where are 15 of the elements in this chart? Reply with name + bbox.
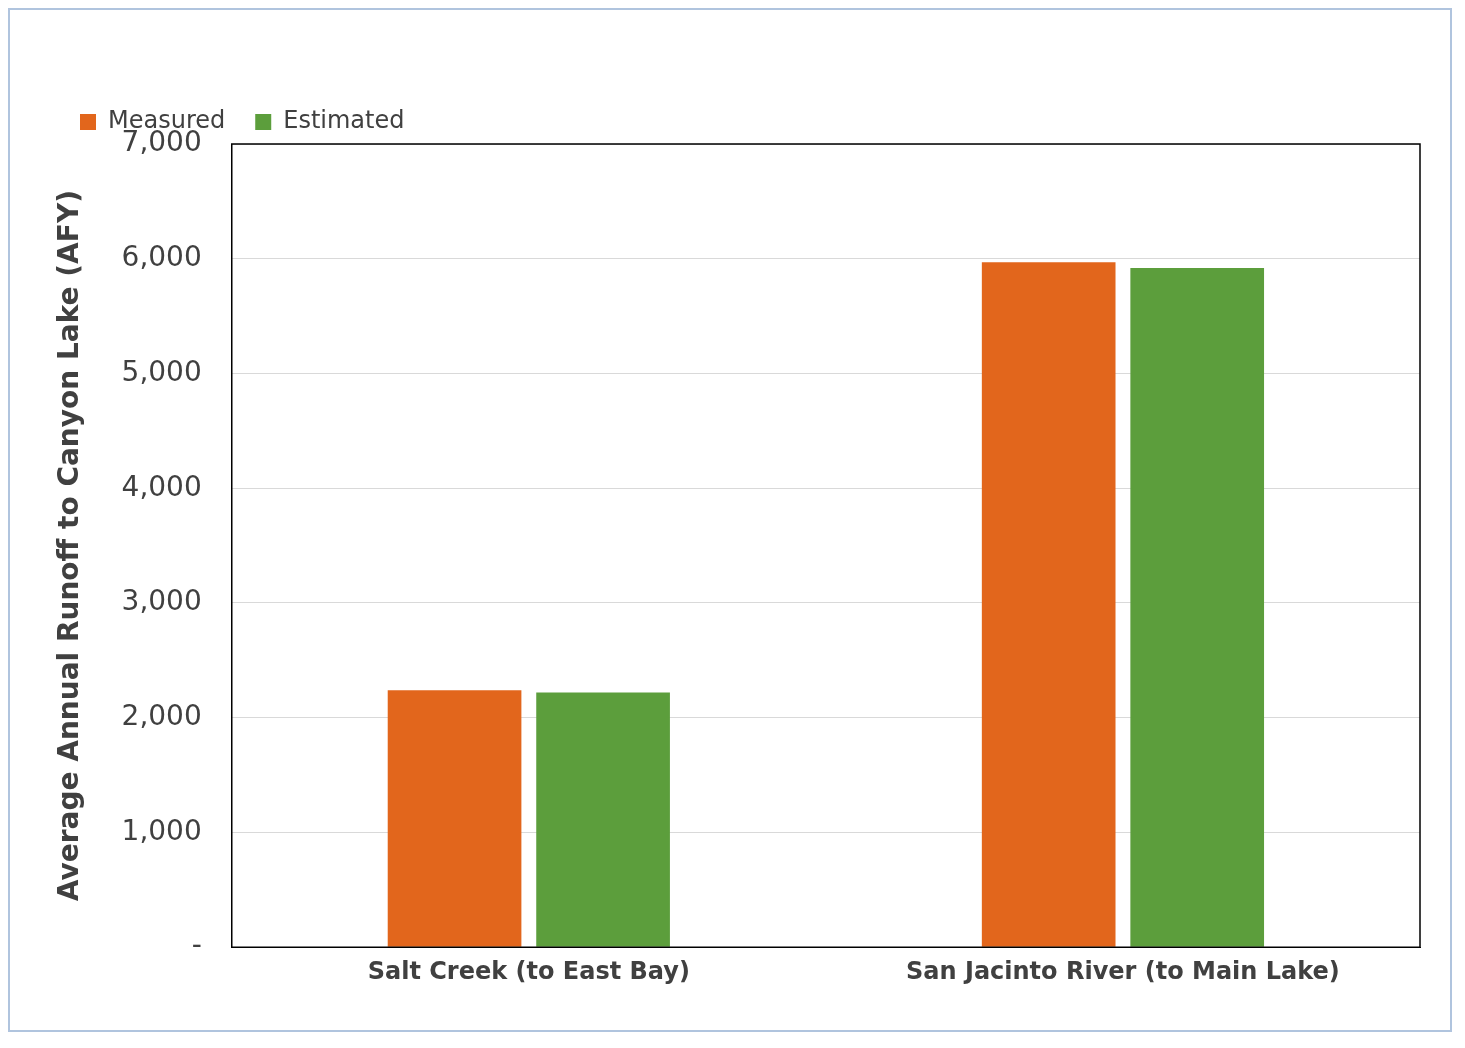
bar bbox=[981, 262, 1116, 947]
y-tick-label: 2,000 bbox=[121, 699, 202, 732]
x-tick-label: Salt Creek (to East Bay) bbox=[367, 956, 690, 985]
x-tick-label: San Jacinto River (to Main Lake) bbox=[906, 956, 1340, 985]
y-tick-label: 3,000 bbox=[121, 584, 202, 618]
bar bbox=[387, 690, 522, 947]
bar bbox=[1130, 267, 1265, 947]
bar bbox=[536, 692, 670, 947]
y-tick-label: 4,000 bbox=[121, 469, 202, 503]
y-tick-label: - bbox=[191, 928, 202, 962]
y-tick-label: 1,000 bbox=[121, 813, 202, 847]
legend-label: Estimated bbox=[283, 106, 405, 135]
y-tick-label: 5,000 bbox=[121, 354, 202, 388]
y-tick-label: 6,000 bbox=[121, 240, 202, 274]
y-axis-title: Average Annual Runoff to Canyon Lake (AFY) bbox=[52, 190, 86, 902]
